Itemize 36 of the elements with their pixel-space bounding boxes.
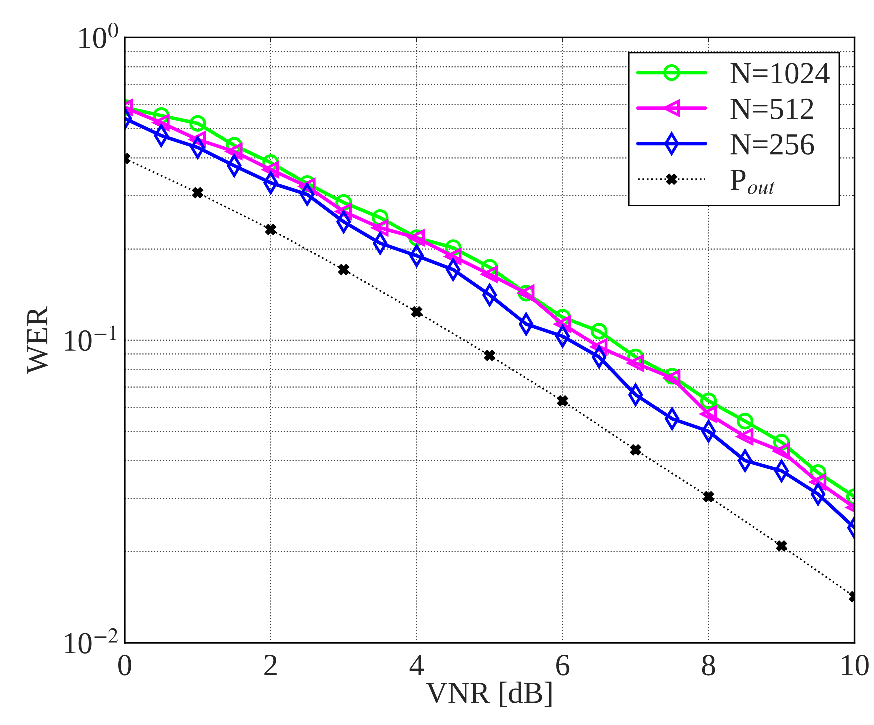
point [700, 406, 718, 423]
point [372, 220, 389, 236]
point [630, 444, 642, 456]
x-tick-label: 2 [264, 655, 277, 676]
y-tick-label: 10$^{−1}$ [65, 326, 116, 352]
point [484, 350, 496, 362]
x-tick-label: 10 [842, 655, 869, 676]
legend-label: N=512 [730, 98, 814, 120]
y-tick-label: 10$^{0}$ [80, 22, 118, 48]
x-axis-title: VNR [dB] [426, 682, 552, 708]
point [265, 224, 276, 236]
point [700, 392, 718, 410]
point [190, 115, 206, 132]
point [338, 264, 350, 276]
point [445, 248, 462, 266]
point [776, 540, 788, 552]
point [411, 306, 422, 318]
point [192, 187, 204, 198]
legend-label: N=256 [730, 134, 814, 155]
legend-label: P$_{out}$ [730, 170, 776, 194]
y-axis-title: WER [28, 306, 48, 374]
point [557, 396, 568, 407]
y-tick-label: 10$^{−2}$ [65, 628, 118, 654]
x-tick-label: 6 [556, 655, 570, 676]
point [703, 491, 714, 502]
point [773, 443, 790, 460]
legend-label: N=1024 [730, 63, 830, 84]
x-tick-label: 0 [118, 655, 132, 676]
x-tick-label: 4 [410, 655, 424, 676]
point [226, 143, 243, 160]
point [736, 428, 754, 446]
point [482, 266, 498, 283]
point [736, 413, 754, 430]
point [591, 323, 608, 340]
point [628, 354, 644, 372]
x-tick-label: 8 [702, 655, 716, 676]
